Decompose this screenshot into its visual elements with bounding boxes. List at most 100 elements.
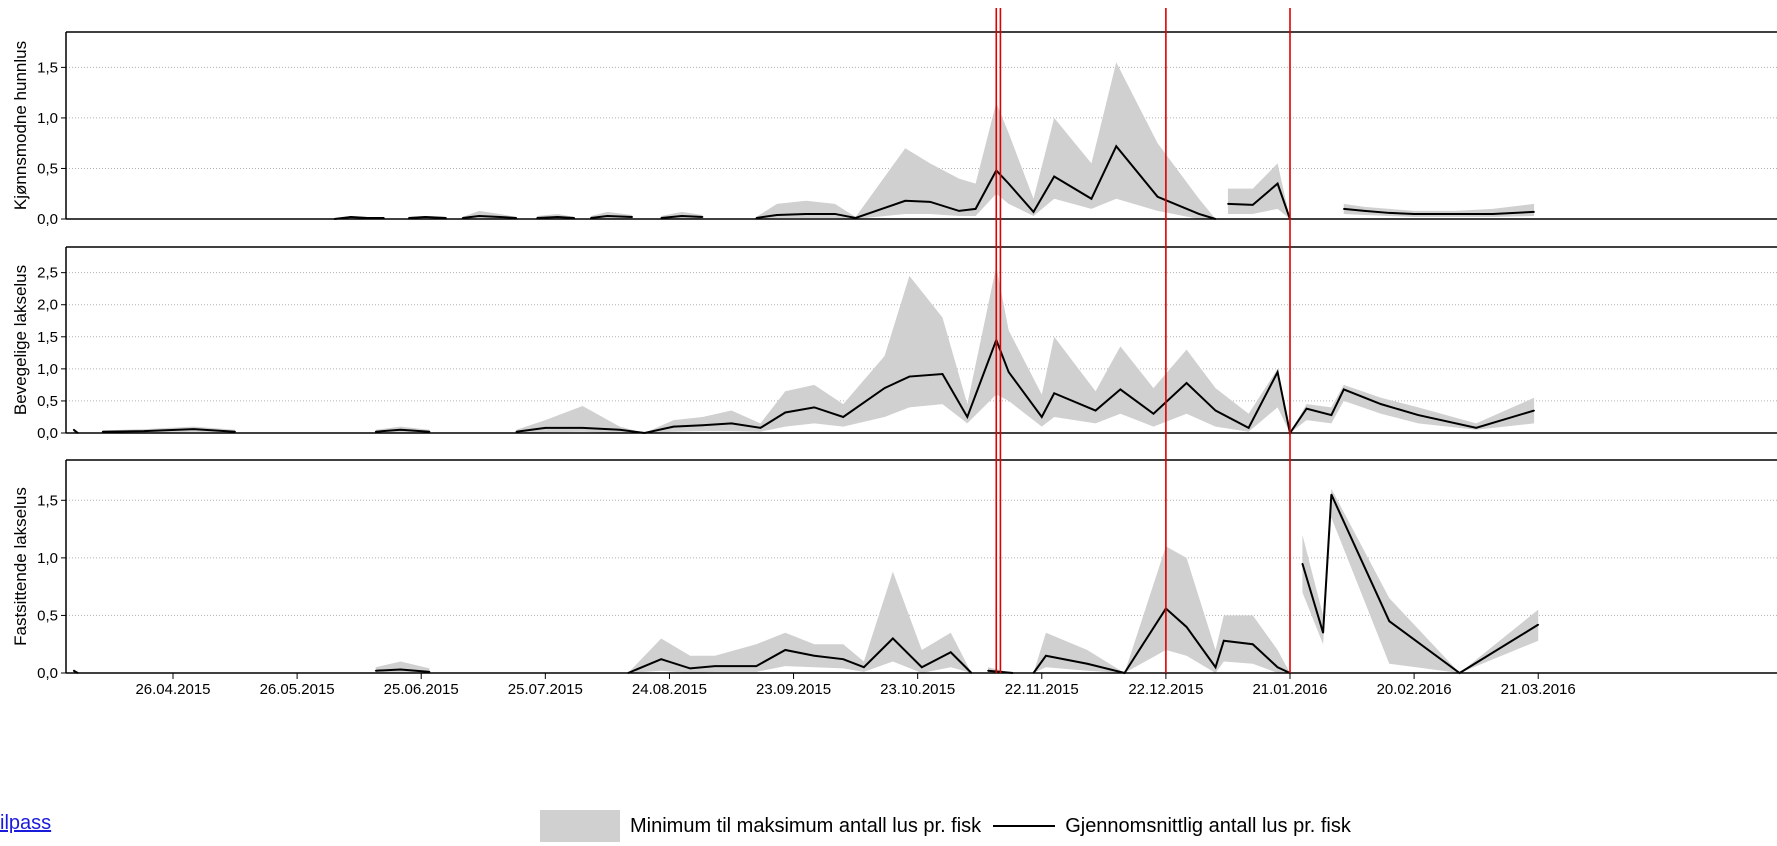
data-point (1185, 626, 1188, 628)
x-tick-label: 21.01.2016 (1252, 681, 1327, 698)
data-point (863, 666, 865, 669)
data-point (1533, 409, 1535, 412)
data-point (544, 427, 547, 429)
range-band (756, 62, 1216, 219)
legend-band-swatch (540, 810, 620, 842)
data-point (234, 430, 236, 433)
data-point (1413, 213, 1415, 215)
y-axis-label: Fastsittende lakselus (11, 487, 30, 646)
data-point (974, 208, 977, 210)
x-tick-label: 25.06.2015 (384, 681, 459, 698)
data-point (892, 637, 894, 640)
adjust-link[interactable]: ilpass (0, 812, 52, 834)
y-tick-label: 0,5 (37, 607, 58, 624)
y-axis-label: Bevegelige lakselus (11, 265, 30, 415)
mean-line (102, 428, 236, 433)
y-tick-label: 1,5 (37, 492, 58, 509)
data-point (428, 671, 431, 673)
data-point (1276, 371, 1279, 373)
data-point (813, 406, 816, 409)
panel-2: 0,0 0,5 1,0 1,5 2,0 2,5 Bevegelige lakselus (11, 246, 1777, 442)
y-tick-label: 2,5 (37, 265, 58, 282)
range-band (628, 571, 972, 673)
mean-line (462, 214, 517, 219)
panel-1: 0,0 0,5 1,0 1,5 Kjønnsmodne hunnlus (11, 31, 1777, 228)
x-tick-label: 22.12.2015 (1128, 681, 1203, 698)
data-point (1247, 427, 1250, 429)
data-point (805, 213, 807, 215)
data-point (1363, 210, 1366, 212)
y-tick-label: 1,0 (37, 550, 58, 567)
data-point (1251, 204, 1254, 206)
y-tick-label: 0,0 (37, 425, 58, 442)
y-tick-label: 0,5 (37, 160, 58, 177)
data-point (1214, 666, 1217, 669)
data-point (813, 654, 816, 657)
mean-line (756, 144, 1216, 220)
data-point (1115, 145, 1118, 148)
data-point (1119, 388, 1122, 391)
x-tick-label: 22.11.2015 (1005, 681, 1079, 698)
data-point (581, 427, 584, 429)
data-point (672, 425, 675, 428)
data-point (192, 428, 195, 430)
data-point (1305, 407, 1308, 410)
mean-line (1301, 494, 1539, 675)
data-point (1045, 654, 1047, 657)
panel-3: 0,0 0,5 1,0 1,5 Fastsittende lakselus (11, 459, 1777, 682)
data-point (1276, 182, 1279, 185)
data-point (1388, 620, 1391, 622)
data-point (1007, 371, 1010, 373)
data-point (1537, 623, 1540, 626)
mean-line (408, 215, 447, 219)
x-tick-label: 25.07.2015 (508, 681, 583, 698)
data-point (1533, 211, 1535, 213)
y-tick-label: 1,0 (37, 361, 58, 378)
mean-line (334, 215, 384, 220)
data-point (1053, 392, 1055, 395)
data-point (784, 649, 787, 651)
data-point (428, 430, 431, 433)
data-point (374, 430, 377, 433)
data-point (1223, 639, 1225, 642)
data-point (556, 216, 559, 218)
data-point (478, 215, 480, 217)
y-tick-label: 1,5 (37, 59, 58, 76)
range-band (516, 266, 1535, 433)
data-point (1251, 643, 1254, 646)
y-tick-label: 1,5 (37, 329, 58, 346)
data-point (759, 427, 762, 429)
data-point (1032, 211, 1035, 213)
data-point (842, 416, 844, 418)
data-point (424, 216, 427, 218)
y-tick-label: 0,0 (37, 211, 58, 228)
data-point (101, 430, 104, 433)
data-point (72, 669, 75, 672)
mean-line (537, 215, 575, 219)
data-point (1330, 493, 1333, 496)
data-point (606, 215, 609, 217)
data-point (701, 216, 704, 218)
data-point (374, 669, 377, 672)
data-point (730, 422, 733, 425)
data-point (631, 216, 634, 218)
data-point (72, 428, 75, 431)
data-point (1094, 409, 1097, 412)
data-point (1198, 213, 1200, 215)
data-point (399, 668, 402, 671)
data-point (1491, 213, 1494, 215)
data-point (1214, 409, 1217, 412)
data-point (784, 411, 787, 414)
x-tick-label: 20.02.2016 (1377, 681, 1452, 698)
data-point (1322, 631, 1324, 634)
data-point (1185, 382, 1188, 384)
data-point (929, 201, 931, 203)
data-point (399, 428, 402, 431)
data-point (701, 424, 704, 427)
legend-band-label: Minimum til maksimum antall lus pr. fisk (630, 814, 982, 837)
x-tick-label: 21.03.2016 (1501, 681, 1576, 698)
data-point (515, 430, 518, 433)
legend: Minimum til maksimum antall lus pr. fisk… (540, 810, 1351, 842)
y-tick-label: 1,0 (37, 110, 58, 127)
